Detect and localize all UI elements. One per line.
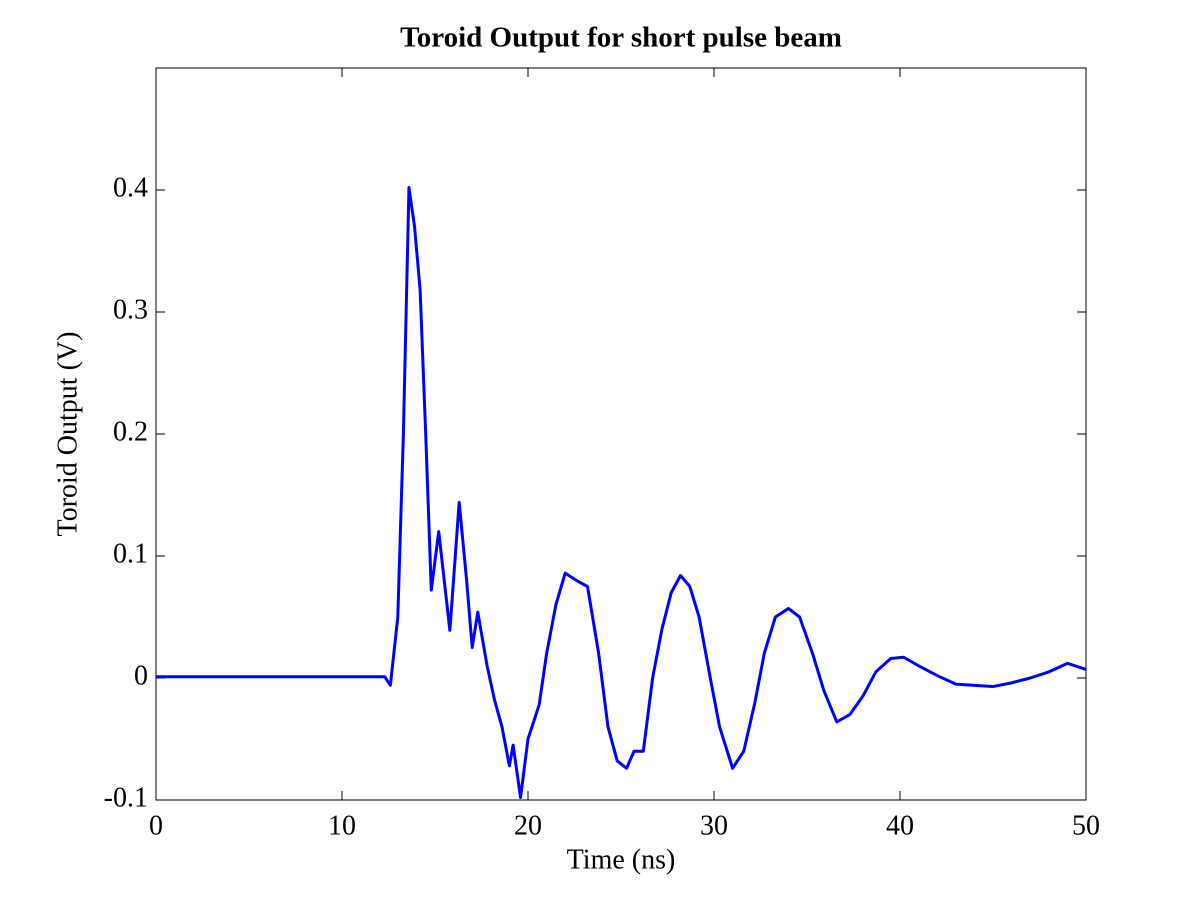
- y-axis-label: Toroid Output (V): [52, 332, 83, 537]
- x-tick-label: 40: [886, 810, 914, 841]
- chart-title: Toroid Output for short pulse beam: [400, 22, 842, 54]
- y-tick-label: -0.1: [104, 782, 148, 813]
- y-tick-label: 0.1: [113, 538, 148, 569]
- data-line: [156, 186, 1087, 800]
- x-tick-label: 10: [328, 810, 356, 841]
- x-tick-label: 20: [514, 810, 542, 841]
- x-tick-label: 0: [149, 810, 163, 841]
- y-tick-label: 0.3: [113, 294, 148, 325]
- y-tick-label: 0: [134, 660, 148, 691]
- x-tick-label: 30: [700, 810, 728, 841]
- x-axis-label: Time (ns): [567, 844, 676, 875]
- y-tick-label: 0.4: [113, 172, 148, 203]
- x-tick-label: 50: [1072, 810, 1100, 841]
- y-tick-label: 0.2: [113, 416, 148, 447]
